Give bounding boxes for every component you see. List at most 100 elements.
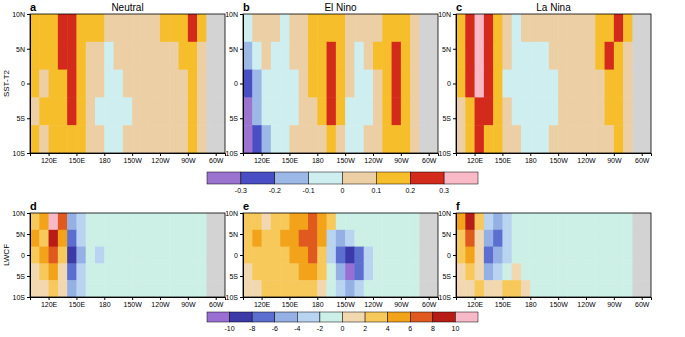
colorbar-box	[309, 172, 343, 184]
cell	[410, 97, 420, 125]
cell	[642, 70, 651, 98]
x-tick: 120E	[41, 297, 58, 308]
colorbar-label: 4	[386, 325, 390, 332]
cell	[586, 247, 596, 264]
x-axis-line	[244, 154, 439, 157]
x-tick-label: 120W	[364, 301, 383, 308]
cell	[410, 14, 420, 42]
cell	[623, 14, 633, 42]
cell	[169, 213, 179, 230]
cell	[493, 280, 503, 297]
colorbar-label: 2	[363, 325, 367, 332]
cell	[114, 97, 124, 125]
cell	[289, 97, 299, 125]
x-tick-label: 150W	[336, 157, 355, 164]
cell	[132, 42, 142, 70]
cell	[512, 263, 522, 280]
cell	[577, 280, 587, 297]
cell	[493, 125, 503, 153]
cell	[271, 42, 281, 70]
colorbar-box	[230, 312, 253, 322]
cell	[623, 42, 633, 70]
cell	[95, 247, 105, 264]
cell	[382, 247, 392, 264]
x-tick-mark	[345, 153, 346, 156]
colorbar-label: 0.2	[405, 187, 415, 194]
x-tick-mark	[429, 153, 430, 156]
cell	[30, 247, 40, 264]
cell	[382, 230, 392, 247]
cell	[280, 263, 290, 280]
x-tick-mark	[502, 297, 503, 300]
cell	[429, 247, 438, 264]
cell	[188, 42, 198, 70]
cell	[76, 247, 86, 264]
cell	[299, 125, 309, 153]
cell	[49, 213, 59, 230]
cell	[484, 97, 494, 125]
cell	[354, 280, 364, 297]
x-tick-label: 90W	[181, 157, 196, 164]
colorbar-box	[365, 312, 388, 322]
cell	[114, 70, 124, 98]
cell	[169, 97, 179, 125]
cell	[317, 125, 327, 153]
cell	[632, 70, 642, 98]
cell	[317, 263, 327, 280]
cell	[141, 263, 151, 280]
cell	[104, 247, 114, 264]
colorbar-box	[241, 172, 275, 184]
y-tick-label: 0	[21, 80, 25, 87]
cell	[456, 263, 466, 280]
cell	[67, 280, 77, 297]
x-tick-label: 120W	[151, 301, 170, 308]
cell	[160, 247, 170, 264]
cell	[475, 42, 485, 70]
x-tick: 150E	[282, 153, 299, 164]
y-tick-label: 5S	[229, 115, 238, 122]
y-tick: 0	[447, 80, 456, 87]
cell	[289, 280, 299, 297]
panel-title: La Nina	[536, 2, 571, 13]
cell	[30, 125, 40, 153]
cell	[49, 230, 59, 247]
cell	[401, 125, 411, 153]
cell	[345, 70, 355, 98]
cell	[327, 42, 337, 70]
cell	[327, 14, 337, 42]
cell	[169, 70, 179, 98]
cell	[132, 97, 142, 125]
y-axis-line	[453, 15, 457, 154]
colorbar-box	[207, 172, 241, 184]
panel: 120E150E180150W120W90W60W10N5N05S10SaNeu…	[12, 1, 225, 164]
cell	[86, 14, 96, 42]
cell	[429, 70, 438, 98]
cell	[382, 280, 392, 297]
cell	[354, 14, 364, 42]
cell	[262, 125, 272, 153]
y-tick: 10S	[13, 294, 30, 301]
cell	[632, 125, 642, 153]
y-tick: 0	[234, 252, 243, 259]
y-tick: 0	[234, 80, 243, 87]
x-tick-mark	[401, 153, 402, 156]
cell	[401, 14, 411, 42]
cell	[595, 230, 605, 247]
cell	[577, 42, 587, 70]
x-tick-label: 150W	[123, 301, 142, 308]
y-tick-mark	[27, 84, 30, 85]
cell	[30, 70, 40, 98]
cell	[410, 70, 420, 98]
cell	[364, 97, 374, 125]
cell	[345, 42, 355, 70]
cell	[345, 213, 355, 230]
cell	[392, 97, 402, 125]
cell	[76, 213, 86, 230]
y-tick-label: 5S	[442, 273, 451, 280]
x-tick: 150W	[123, 153, 142, 164]
cell	[540, 280, 550, 297]
cell	[373, 70, 383, 98]
cell	[475, 247, 485, 264]
cell	[188, 70, 198, 98]
x-tick-label: 180	[99, 301, 111, 308]
